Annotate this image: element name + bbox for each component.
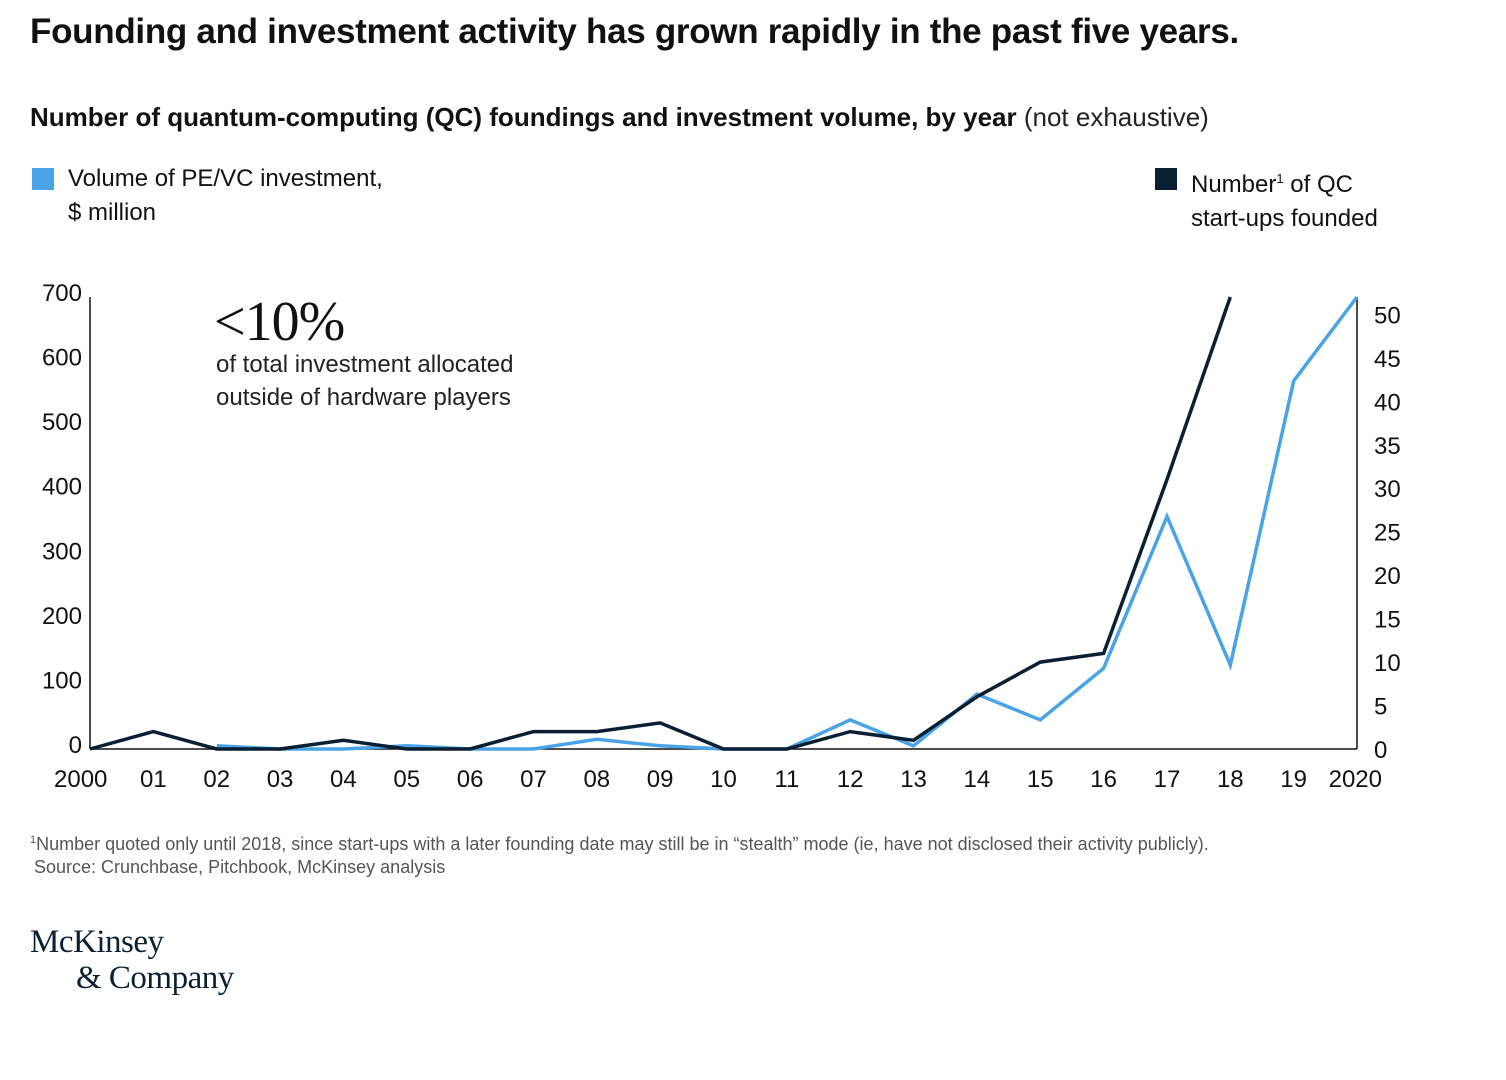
logo-line-2: & Company <box>76 960 234 996</box>
x-tick-label: 01 <box>140 766 167 793</box>
y-right-tick-label: 35 <box>1374 433 1401 460</box>
annotation-text: of total investment allocated outside of… <box>216 348 576 414</box>
annotation-percent: <10% <box>214 291 345 353</box>
legend-label-startups-1: Number1 of QC <box>1191 162 1378 202</box>
chart-subtitle: Number of quantum-computing (QC) foundin… <box>30 102 1209 133</box>
x-tick-label: 10 <box>710 766 737 793</box>
x-tick-label: 18 <box>1217 766 1244 793</box>
footnote-line-1: 1Number quoted only until 2018, since st… <box>30 829 1209 856</box>
mckinsey-logo: McKinsey & Company <box>30 924 234 996</box>
legend-label-startups-word: Number <box>1191 171 1277 198</box>
legend-label-startups-rest: of QC <box>1283 171 1353 198</box>
y-left-tick-label: 400 <box>42 474 82 501</box>
footnote: 1Number quoted only until 2018, since st… <box>30 829 1209 879</box>
y-left-tick-label: 200 <box>42 603 82 630</box>
annotation-line-1: of total investment allocated <box>216 351 514 378</box>
x-tick-label: 02 <box>203 766 230 793</box>
x-tick-label: 09 <box>647 766 674 793</box>
y-right-tick-label: 10 <box>1374 650 1401 677</box>
x-tick-label: 13 <box>900 766 927 793</box>
x-tick-label: 05 <box>393 766 420 793</box>
x-tick-label: 16 <box>1090 766 1117 793</box>
y-right-tick-label: 30 <box>1374 476 1401 503</box>
y-right-tick-label: 5 <box>1374 694 1387 721</box>
annotation-line-2: outside of hardware players <box>216 384 511 411</box>
subtitle-qualifier: (not exhaustive) <box>1023 102 1209 132</box>
y-left-tick-label: 700 <box>42 280 82 307</box>
x-tick-label: 08 <box>583 766 610 793</box>
legend-swatch-startups <box>1155 168 1177 190</box>
x-tick-label: 19 <box>1280 766 1307 793</box>
x-tick-label: 17 <box>1154 766 1181 793</box>
x-tick-label: 07 <box>520 766 547 793</box>
y-right-tick-label: 20 <box>1374 563 1401 590</box>
y-left-tick-label: 100 <box>42 667 82 694</box>
legend-label-startups-2: start-ups founded <box>1191 205 1378 232</box>
y-right-tick-label: 0 <box>1374 737 1387 764</box>
x-tick-label: 15 <box>1027 766 1054 793</box>
x-tick-label: 03 <box>267 766 294 793</box>
x-tick-label: 2000 <box>54 766 107 793</box>
footnote-sup: 1 <box>30 834 37 846</box>
logo-line-1: McKinsey <box>30 924 164 960</box>
y-right-tick-label: 45 <box>1374 346 1401 373</box>
y-right-tick-label: 40 <box>1374 389 1401 416</box>
x-tick-label: 2020 <box>1329 766 1382 793</box>
chart-title: Founding and investment activity has gro… <box>30 12 1239 51</box>
y-left-tick-label: 500 <box>42 409 82 436</box>
y-right-tick-label: 25 <box>1374 520 1401 547</box>
footnote-marker: 1 <box>1276 171 1284 186</box>
x-tick-label: 14 <box>964 766 991 793</box>
y-left-tick-label: 600 <box>42 345 82 372</box>
legend-swatch-investment <box>32 168 54 190</box>
footnote-text: Number quoted only until 2018, since sta… <box>36 834 1209 854</box>
subtitle-main: Number of quantum-computing (QC) foundin… <box>30 102 1017 132</box>
legend-startups: Number1 of QC start-ups founded <box>1153 162 1378 236</box>
x-tick-label: 04 <box>330 766 357 793</box>
x-tick-label: 11 <box>774 766 799 793</box>
legend-investment: Volume of PE/VC investment, $ million <box>30 162 383 230</box>
startups-series-line <box>89 296 1232 751</box>
y-right-tick-label: 15 <box>1374 607 1401 634</box>
legend-label-investment-2: $ million <box>68 199 157 226</box>
x-tick-label: 06 <box>457 766 484 793</box>
y-left-tick-label: 0 <box>69 732 82 759</box>
footnote-source: Source: Crunchbase, Pitchbook, McKinsey … <box>34 857 446 877</box>
y-left-tick-label: 300 <box>42 538 82 565</box>
legend-label-investment-1: Volume of PE/VC investment, <box>68 165 383 192</box>
y-right-tick-label: 50 <box>1374 302 1401 329</box>
x-tick-label: 12 <box>837 766 864 793</box>
